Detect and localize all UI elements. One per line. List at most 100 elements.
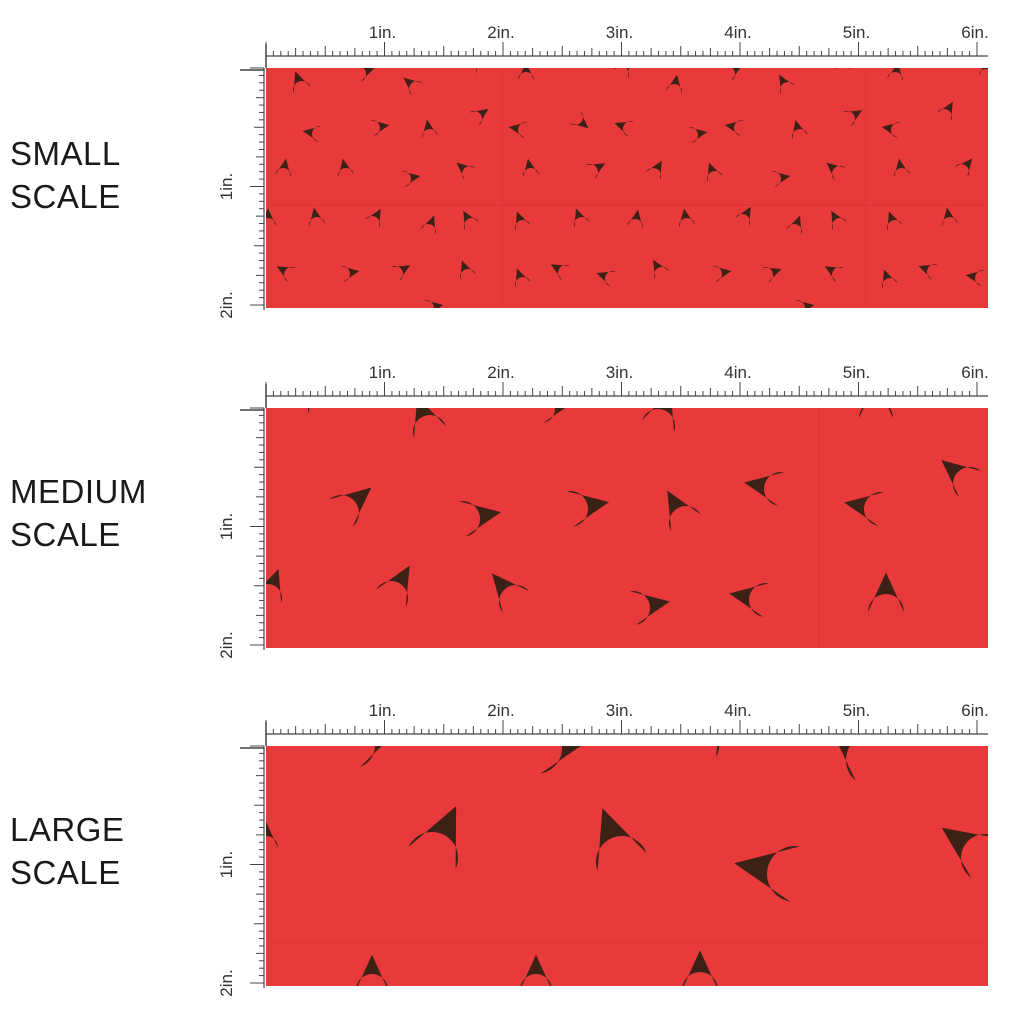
- seed-shape: [515, 211, 531, 231]
- seed-shape: [508, 122, 528, 138]
- seed-shape: [627, 209, 644, 229]
- ruler-label-top: 4in.: [724, 23, 751, 42]
- seed-shape: [824, 266, 844, 282]
- ruler-label-side: 2in.: [217, 291, 236, 318]
- seed-shape: [688, 127, 708, 143]
- seed-shape: [779, 74, 795, 94]
- seed-pattern-small: [266, 68, 988, 308]
- seed-shape: [942, 207, 958, 227]
- seed-shape: [391, 265, 411, 281]
- seed-shape: [276, 266, 296, 282]
- seed-shape: [881, 269, 898, 289]
- ruler-label-top: 4in.: [724, 363, 751, 382]
- seed-shape: [491, 573, 530, 613]
- ruler-label-top: 5in.: [843, 23, 870, 42]
- seed-shape: [729, 582, 769, 617]
- ruler-label-top: 4in.: [724, 701, 751, 720]
- seed-shape: [886, 211, 903, 231]
- seed-shape: [463, 210, 479, 230]
- seed-shape: [550, 264, 570, 280]
- seed-shape: [954, 158, 973, 178]
- seed-shape: [894, 158, 910, 178]
- seed-shape: [540, 746, 581, 774]
- seed-shape: [522, 158, 539, 178]
- ruler-small: 1in. 2in. 3in. 4in. 5in. 6in. 1in. 2in.: [217, 23, 989, 319]
- seed-shape: [266, 569, 282, 603]
- seed-shape: [596, 271, 616, 287]
- ruler-medium: 1in. 2in. 3in. 4in. 5in. 6in. 1in. 2in.: [217, 363, 989, 659]
- scale-label-medium: MEDIUM SCALE: [10, 470, 210, 556]
- seed-shape: [844, 491, 884, 526]
- seed-shape: [329, 487, 372, 527]
- ruler-label-top: 6in.: [961, 23, 988, 42]
- scale-label-line1: SMALL: [10, 135, 121, 172]
- seed-shape: [338, 158, 354, 178]
- seed-shape: [682, 950, 718, 986]
- seed-shape: [826, 162, 846, 181]
- seed-shape: [965, 269, 985, 286]
- fabric-background: [266, 408, 988, 648]
- seed-shape: [731, 68, 741, 81]
- seed-shape: [566, 491, 609, 527]
- seed-shape: [941, 459, 981, 498]
- seed-pattern-medium: [266, 408, 988, 648]
- ruler-label-top: 3in.: [606, 363, 633, 382]
- ruler-label-top: 5in.: [843, 701, 870, 720]
- ruler-label-side: 1in.: [217, 173, 236, 200]
- seed-shape: [716, 746, 720, 757]
- seed-shape: [795, 300, 815, 308]
- seed-shape: [642, 408, 675, 432]
- seed-shape: [515, 268, 531, 288]
- scale-label-line2: SCALE: [10, 854, 121, 891]
- ruler-label-top: 6in.: [961, 363, 988, 382]
- seed-shape: [762, 266, 782, 283]
- seed-shape: [918, 264, 938, 280]
- seed-shape: [459, 260, 476, 280]
- seed-shape: [340, 266, 360, 282]
- ruler-label-top: 3in.: [606, 701, 633, 720]
- ruler-label-side: 1in.: [217, 851, 236, 878]
- seed-shape: [413, 408, 446, 438]
- seed-shape: [666, 74, 683, 94]
- seed-shape: [786, 215, 803, 235]
- seed-shape: [586, 163, 606, 179]
- seed-shape: [744, 471, 784, 506]
- seed-shape: [275, 158, 292, 178]
- seed-shape: [706, 162, 723, 182]
- ruler-label-top: 2in.: [487, 23, 514, 42]
- seed-shape: [520, 954, 552, 986]
- ruler-label-top: 2in.: [487, 701, 514, 720]
- seed-shape: [771, 170, 791, 187]
- ruler-label-top: 5in.: [843, 363, 870, 382]
- seed-shape: [887, 68, 903, 82]
- ruler-label-top: 3in.: [606, 23, 633, 42]
- seed-shape: [712, 266, 732, 282]
- seed-shape: [518, 68, 534, 80]
- seed-shape: [667, 490, 701, 532]
- ruler-label-top: 2in.: [487, 363, 514, 382]
- seed-shape: [614, 68, 630, 78]
- seed-shape: [308, 408, 310, 414]
- scale-row-small: SMALL SCALE 1in. 2in. 3in. 4in. 5in. 6in. 1in.…: [0, 0, 1024, 330]
- seed-shape: [724, 120, 744, 136]
- seed-shape: [653, 259, 669, 279]
- scale-label-line1: LARGE: [10, 811, 125, 848]
- seed-shape: [370, 120, 390, 136]
- ruler-label-side: 2in.: [217, 969, 236, 996]
- fabric-swatch-large: [266, 746, 988, 986]
- fabric-background: [266, 68, 988, 308]
- seed-shape: [543, 408, 565, 423]
- seed-shape: [456, 162, 476, 181]
- scale-label-line1: MEDIUM: [10, 473, 147, 510]
- scale-row-medium: MEDIUM SCALE 1in. 2in. 3in. 4in. 5in. 6in. 1in…: [0, 340, 1024, 670]
- seed-shape: [859, 408, 893, 418]
- seed-shape: [791, 119, 808, 140]
- seed-shape: [868, 572, 904, 612]
- ruler-label-top: 1in.: [369, 363, 396, 382]
- seed-shape: [678, 208, 695, 228]
- seed-shape: [376, 565, 410, 607]
- seed-shape: [646, 160, 662, 180]
- seed-shape: [309, 207, 325, 227]
- ruler-label-top: 1in.: [369, 701, 396, 720]
- seed-shape: [403, 77, 423, 96]
